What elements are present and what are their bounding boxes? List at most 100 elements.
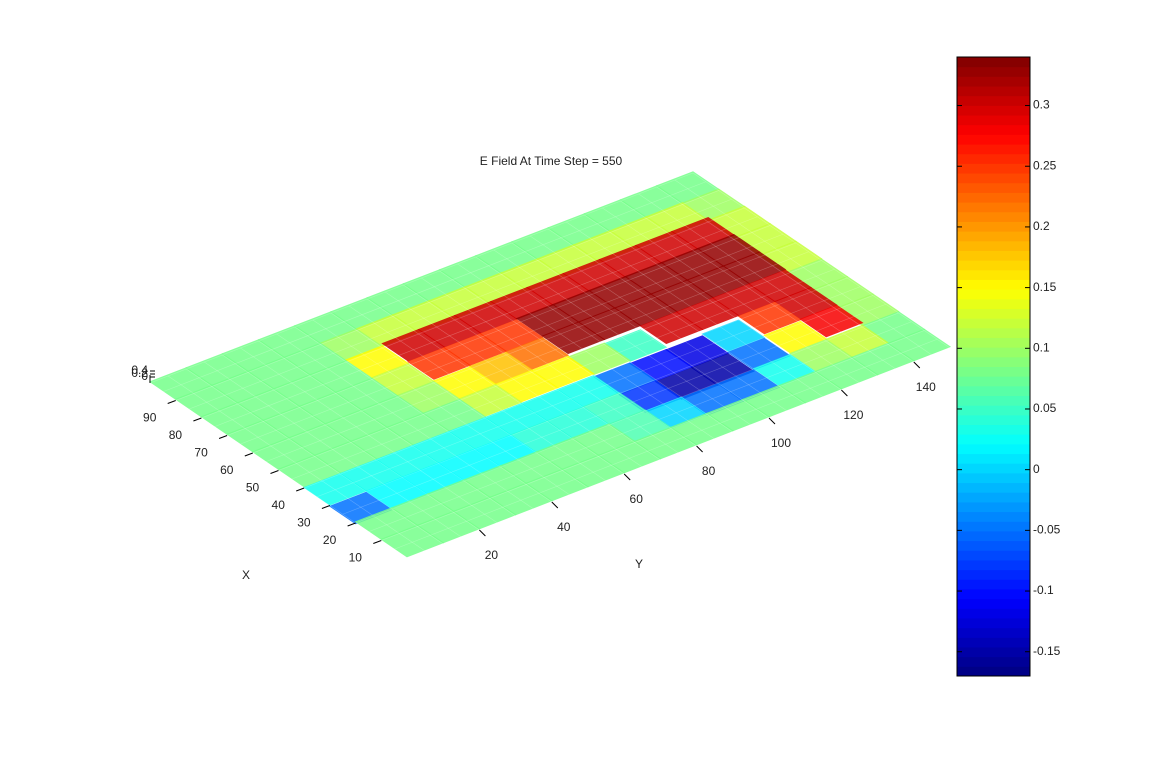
mesh-line — [278, 260, 822, 471]
colorbar-swatch — [957, 95, 1030, 106]
colorbar-swatch — [957, 356, 1030, 367]
colorbar-swatch — [957, 298, 1030, 309]
y-tick-label: 20 — [485, 548, 499, 562]
mesh-line — [294, 326, 552, 503]
colorbar-swatch — [957, 153, 1030, 164]
mesh-line — [252, 242, 796, 454]
colorbar-swatch — [957, 588, 1030, 600]
colorbar-tick-label: 0.05 — [1033, 401, 1057, 415]
y-tick-label: 140 — [916, 380, 936, 394]
colorbar-swatch — [957, 530, 1030, 542]
colorbar-tick-label: 0.25 — [1033, 158, 1057, 172]
mesh-line — [403, 284, 661, 461]
colorbar-swatch — [957, 511, 1030, 522]
mesh-line — [584, 214, 842, 391]
mesh-line — [276, 333, 534, 510]
mesh-line — [367, 298, 625, 475]
y-tick-label: 100 — [771, 436, 791, 450]
colorbar-swatch — [957, 66, 1030, 77]
colorbar-swatch — [957, 443, 1030, 455]
colorbar-swatch — [957, 327, 1030, 338]
y-tick-label: 40 — [557, 520, 571, 534]
mesh-line — [493, 249, 752, 426]
y-tick — [768, 417, 776, 425]
y-tick — [551, 501, 559, 509]
x-tick — [193, 417, 202, 422]
surface-cell — [381, 328, 446, 362]
colorbar-swatch — [957, 666, 1030, 677]
colorbar-swatch — [957, 202, 1030, 213]
mesh-line — [348, 305, 607, 482]
y-tick — [841, 389, 848, 397]
mesh-line — [291, 268, 835, 480]
x-tick-label: 80 — [169, 428, 183, 442]
mesh-line — [329, 295, 874, 506]
colorbar-tick-label: 0.2 — [1033, 219, 1050, 233]
colorbar-swatch — [957, 115, 1030, 126]
mesh-line — [638, 193, 896, 370]
mesh-line — [368, 321, 912, 533]
colorbar-swatch — [957, 240, 1030, 251]
colorbar-swatch — [957, 221, 1030, 232]
mesh-line — [226, 225, 771, 436]
mesh-line — [566, 221, 824, 398]
colorbar-swatch — [957, 608, 1030, 619]
y-axis-label: Y — [635, 557, 643, 571]
colorbar-tick-label: 0.1 — [1033, 340, 1050, 354]
mesh-line — [186, 368, 444, 545]
colorbar-swatch — [957, 337, 1030, 348]
colorbar-swatch — [957, 405, 1030, 416]
mesh-line — [167, 375, 426, 552]
colorbar-swatch — [957, 559, 1030, 571]
colorbar-swatch — [957, 472, 1030, 484]
colorbar-swatch — [957, 646, 1030, 658]
colorbar-swatch — [957, 211, 1030, 222]
mesh-line — [240, 347, 498, 524]
z-tick-label: 0 — [141, 369, 148, 383]
mesh-line — [475, 256, 733, 433]
y-tick-label: 60 — [630, 492, 644, 506]
surface-cell — [541, 321, 606, 355]
colorbar-tick-label: -0.1 — [1033, 583, 1054, 597]
mesh-line — [692, 172, 951, 349]
colorbar-swatch — [957, 637, 1030, 648]
mesh-line — [656, 186, 914, 363]
x-tick-label: 10 — [349, 551, 363, 565]
y-tick — [696, 445, 703, 453]
mesh-line — [214, 216, 758, 428]
colorbar-swatch — [957, 57, 1030, 68]
mesh-line — [421, 277, 679, 454]
colorbar-tick-label: 0.3 — [1033, 98, 1050, 112]
colorbar-swatch — [957, 395, 1030, 406]
surface-cell — [701, 319, 766, 353]
colorbar-swatch — [957, 453, 1030, 464]
colorbar-swatch — [957, 376, 1030, 387]
colorbar-swatch — [957, 260, 1030, 271]
colorbar-swatch — [957, 521, 1030, 532]
colorbar-swatch — [957, 347, 1030, 358]
mesh-line — [406, 347, 951, 559]
mesh-line — [394, 338, 938, 550]
surface-cell — [763, 320, 828, 354]
x-tick — [296, 487, 305, 492]
colorbar-swatch — [957, 501, 1030, 513]
mesh-line — [162, 181, 706, 393]
colorbar-swatch — [957, 76, 1030, 87]
mesh-line — [222, 354, 480, 531]
x-tick-label: 20 — [323, 533, 337, 547]
mesh-line — [201, 207, 745, 419]
x-tick — [218, 435, 228, 439]
mesh-line — [355, 312, 899, 524]
colorbar-swatch — [957, 579, 1030, 590]
colorbar-swatch — [957, 656, 1030, 667]
x-tick-label: 30 — [297, 516, 311, 530]
mesh-line — [265, 251, 809, 463]
colorbar-tick-label: 0 — [1033, 462, 1040, 476]
colorbar-tick-label: -0.15 — [1033, 644, 1061, 658]
mesh-line — [312, 319, 571, 496]
colorbar-swatch — [957, 86, 1030, 97]
mesh-line — [149, 172, 694, 384]
x-tick-label: 70 — [194, 446, 208, 460]
surface-cell — [303, 472, 368, 506]
colorbar-frame — [956, 56, 1031, 677]
